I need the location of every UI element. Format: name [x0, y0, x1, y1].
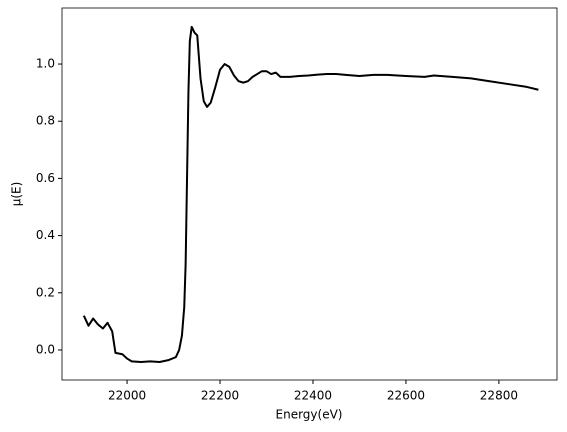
x-tick-label: 22200	[201, 389, 239, 403]
y-tick-label: 0.4	[36, 228, 55, 242]
x-tick-label: 22800	[480, 389, 518, 403]
x-axis-label: Energy(eV)	[276, 408, 343, 422]
x-tick-label: 22400	[294, 389, 332, 403]
x-tick-label: 22600	[387, 389, 425, 403]
y-tick-label: 0.2	[36, 285, 55, 299]
data-line	[82, 25, 539, 363]
x-tick-label: 22000	[108, 389, 146, 403]
y-tick-label: 0.0	[36, 342, 55, 356]
y-tick-label: 0.8	[36, 114, 55, 128]
y-axis-label: μ(E)	[10, 182, 24, 207]
y-tick-label: 1.0	[36, 57, 55, 71]
plot-frame	[61, 7, 558, 381]
y-tick-label: 0.6	[36, 171, 55, 185]
